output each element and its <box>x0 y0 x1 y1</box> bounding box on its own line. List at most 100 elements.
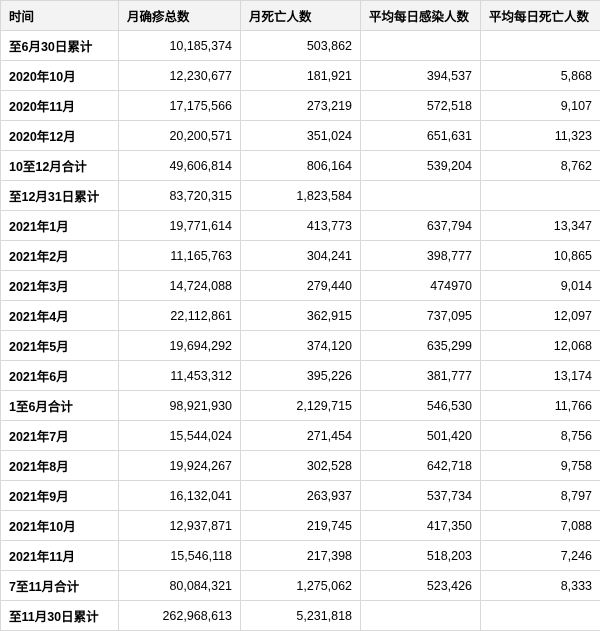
row-label: 1至6月合计 <box>1 391 119 421</box>
table-body: 至6月30日累计10,185,374503,8622020年10月12,230,… <box>1 31 600 631</box>
cell-value <box>481 601 600 631</box>
cell-value <box>481 181 600 211</box>
cell-value: 413,773 <box>241 211 361 241</box>
cell-value: 11,766 <box>481 391 600 421</box>
cell-value: 7,246 <box>481 541 600 571</box>
table-row: 至12月31日累计83,720,3151,823,584 <box>1 181 600 211</box>
cell-value: 539,204 <box>361 151 481 181</box>
cell-value: 9,014 <box>481 271 600 301</box>
cell-value: 381,777 <box>361 361 481 391</box>
cell-value: 17,175,566 <box>119 91 241 121</box>
cell-value: 12,068 <box>481 331 600 361</box>
cell-value: 219,745 <box>241 511 361 541</box>
cell-value: 22,112,861 <box>119 301 241 331</box>
cell-value: 635,299 <box>361 331 481 361</box>
cell-value: 417,350 <box>361 511 481 541</box>
cell-value: 394,537 <box>361 61 481 91</box>
row-label: 2021年7月 <box>1 421 119 451</box>
cell-value: 637,794 <box>361 211 481 241</box>
cell-value: 398,777 <box>361 241 481 271</box>
table-row: 2021年2月11,165,763304,241398,77710,865 <box>1 241 600 271</box>
cell-value: 474970 <box>361 271 481 301</box>
cell-value: 2,129,715 <box>241 391 361 421</box>
cell-value: 12,937,871 <box>119 511 241 541</box>
table-row: 2021年1月19,771,614413,773637,79413,347 <box>1 211 600 241</box>
cell-value <box>361 181 481 211</box>
table-row: 1至6月合计98,921,9302,129,715546,53011,766 <box>1 391 600 421</box>
cell-value: 12,097 <box>481 301 600 331</box>
row-label: 2021年5月 <box>1 331 119 361</box>
cell-value: 279,440 <box>241 271 361 301</box>
cell-value: 1,823,584 <box>241 181 361 211</box>
cell-value: 8,333 <box>481 571 600 601</box>
row-label: 2020年12月 <box>1 121 119 151</box>
row-label: 2020年11月 <box>1 91 119 121</box>
cell-value <box>481 31 600 61</box>
row-label: 2021年6月 <box>1 361 119 391</box>
cell-value: 16,132,041 <box>119 481 241 511</box>
table-row: 2021年4月22,112,861362,915737,09512,097 <box>1 301 600 331</box>
cell-value: 273,219 <box>241 91 361 121</box>
cell-value: 806,164 <box>241 151 361 181</box>
cell-value: 11,165,763 <box>119 241 241 271</box>
row-label: 至11月30日累计 <box>1 601 119 631</box>
table-row: 2021年10月12,937,871219,745417,3507,088 <box>1 511 600 541</box>
cell-value: 537,734 <box>361 481 481 511</box>
cell-value: 15,544,024 <box>119 421 241 451</box>
cell-value: 181,921 <box>241 61 361 91</box>
cell-value: 302,528 <box>241 451 361 481</box>
table-row: 10至12月合计49,606,814806,164539,2048,762 <box>1 151 600 181</box>
table-row: 7至11月合计80,084,3211,275,062523,4268,333 <box>1 571 600 601</box>
cell-value: 501,420 <box>361 421 481 451</box>
col-header-avg-cases: 平均每日感染人数 <box>361 1 481 31</box>
cell-value: 80,084,321 <box>119 571 241 601</box>
cell-value: 11,453,312 <box>119 361 241 391</box>
row-label: 2021年1月 <box>1 211 119 241</box>
col-header-cases: 月确疹总数 <box>119 1 241 31</box>
cell-value: 523,426 <box>361 571 481 601</box>
cell-value: 8,797 <box>481 481 600 511</box>
table-row: 至6月30日累计10,185,374503,862 <box>1 31 600 61</box>
cell-value: 8,762 <box>481 151 600 181</box>
cell-value: 19,924,267 <box>119 451 241 481</box>
table-row: 2021年5月19,694,292374,120635,29912,068 <box>1 331 600 361</box>
cell-value <box>361 31 481 61</box>
cell-value: 304,241 <box>241 241 361 271</box>
row-label: 2021年10月 <box>1 511 119 541</box>
row-label: 2020年10月 <box>1 61 119 91</box>
table-row: 2020年10月12,230,677181,921394,5375,868 <box>1 61 600 91</box>
row-label: 2021年4月 <box>1 301 119 331</box>
cell-value: 374,120 <box>241 331 361 361</box>
cell-value: 263,937 <box>241 481 361 511</box>
row-label: 2021年11月 <box>1 541 119 571</box>
cell-value: 395,226 <box>241 361 361 391</box>
cell-value: 503,862 <box>241 31 361 61</box>
row-label: 2021年8月 <box>1 451 119 481</box>
cell-value: 546,530 <box>361 391 481 421</box>
table-row: 2020年11月17,175,566273,219572,5189,107 <box>1 91 600 121</box>
cell-value: 1,275,062 <box>241 571 361 601</box>
table-row: 2021年9月16,132,041263,937537,7348,797 <box>1 481 600 511</box>
row-label: 2021年3月 <box>1 271 119 301</box>
cell-value: 20,200,571 <box>119 121 241 151</box>
cell-value: 49,606,814 <box>119 151 241 181</box>
cell-value: 351,024 <box>241 121 361 151</box>
cell-value: 98,921,930 <box>119 391 241 421</box>
cell-value: 13,347 <box>481 211 600 241</box>
cell-value: 651,631 <box>361 121 481 151</box>
cell-value <box>361 601 481 631</box>
cell-value: 737,095 <box>361 301 481 331</box>
cell-value: 217,398 <box>241 541 361 571</box>
cell-value: 642,718 <box>361 451 481 481</box>
table-row: 2021年7月15,544,024271,454501,4208,756 <box>1 421 600 451</box>
row-label: 10至12月合计 <box>1 151 119 181</box>
row-label: 2021年2月 <box>1 241 119 271</box>
cell-value: 518,203 <box>361 541 481 571</box>
data-table: 时间 月确疹总数 月死亡人数 平均每日感染人数 平均每日死亡人数 至6月30日累… <box>0 0 600 631</box>
cell-value: 12,230,677 <box>119 61 241 91</box>
cell-value: 83,720,315 <box>119 181 241 211</box>
table-row: 2020年12月20,200,571351,024651,63111,323 <box>1 121 600 151</box>
cell-value: 9,758 <box>481 451 600 481</box>
col-header-avg-deaths: 平均每日死亡人数 <box>481 1 600 31</box>
row-label: 7至11月合计 <box>1 571 119 601</box>
